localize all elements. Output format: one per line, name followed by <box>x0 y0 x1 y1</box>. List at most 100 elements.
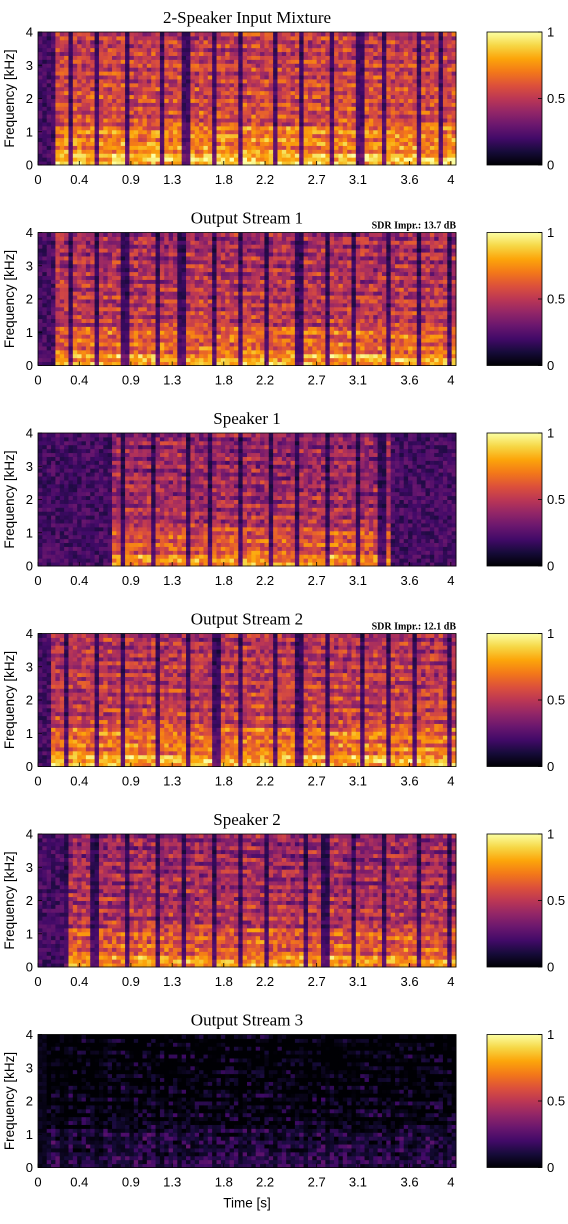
heatmap-cell <box>172 275 178 280</box>
heatmap-cell <box>90 153 96 158</box>
heatmap-cell <box>303 133 309 139</box>
heatmap-cell <box>277 55 283 60</box>
heatmap-cell <box>81 98 87 103</box>
heatmap-cell <box>242 59 248 64</box>
heatmap-cell <box>207 314 213 320</box>
heatmap-cell <box>168 357 174 363</box>
heatmap-cell <box>64 291 69 296</box>
heatmap-cell <box>273 94 278 99</box>
heatmap-cell <box>194 302 200 308</box>
heatmap-cell <box>338 106 344 111</box>
heatmap-cell <box>338 149 344 154</box>
heatmap-cell <box>125 110 130 115</box>
heatmap-cell <box>307 94 313 99</box>
heatmap-cell <box>168 267 174 273</box>
heatmap-cell <box>199 43 204 49</box>
heatmap-cell <box>325 145 331 150</box>
heatmap-cell <box>242 326 248 331</box>
heatmap-cell <box>177 283 183 288</box>
heatmap-cell <box>351 102 357 107</box>
heatmap-cell <box>220 314 226 320</box>
heatmap-cell <box>360 86 366 92</box>
heatmap-cell <box>159 252 165 257</box>
heatmap-cell <box>46 287 52 292</box>
heatmap-cell <box>55 318 61 323</box>
heatmap-cell <box>386 110 392 115</box>
heatmap-cell <box>164 55 170 60</box>
heatmap-cell <box>168 141 174 146</box>
heatmap-cell <box>220 59 226 64</box>
heatmap-cell <box>186 334 191 339</box>
heatmap-cell <box>103 232 109 237</box>
heatmap-cell <box>307 78 313 84</box>
heatmap-cell <box>55 349 61 355</box>
heatmap-cell <box>68 47 74 53</box>
heatmap-cell <box>238 125 244 131</box>
heatmap-cell <box>408 106 413 111</box>
heatmap-cell <box>351 39 357 45</box>
heatmap-cell <box>421 78 427 84</box>
heatmap-cell <box>442 47 448 53</box>
heatmap-cell <box>325 153 331 158</box>
heatmap-cell <box>377 161 383 166</box>
heatmap-cell <box>120 75 126 80</box>
heatmap-cell <box>146 330 152 335</box>
heatmap-cell <box>203 244 209 249</box>
heatmap-cell <box>299 118 305 123</box>
heatmap-cell <box>51 244 56 249</box>
heatmap-cell <box>72 121 78 127</box>
heatmap-cell <box>207 133 213 139</box>
heatmap-cell <box>225 353 231 359</box>
heatmap-cell <box>77 55 83 60</box>
heatmap-cell <box>177 82 183 88</box>
heatmap-cell <box>68 361 74 366</box>
heatmap-cell <box>373 157 379 162</box>
heatmap-cell <box>98 271 104 277</box>
heatmap-cell <box>229 157 235 162</box>
heatmap-cell <box>142 295 148 300</box>
heatmap-cell <box>286 90 292 96</box>
heatmap-cell <box>360 157 366 162</box>
heatmap-cell <box>55 283 61 288</box>
heatmap-cell <box>172 291 178 296</box>
heatmap-cell <box>216 129 222 135</box>
heatmap-cell <box>421 110 427 115</box>
heatmap-cell <box>42 133 48 139</box>
heatmap-cell <box>281 141 287 146</box>
heatmap-cell <box>90 47 96 53</box>
heatmap-cell <box>238 102 244 107</box>
heatmap-cell <box>98 55 104 60</box>
heatmap-cell <box>98 71 104 76</box>
heatmap-cell <box>159 287 165 292</box>
heatmap-cell <box>277 118 283 123</box>
heatmap-cell <box>207 161 213 166</box>
heatmap-cell <box>342 67 348 72</box>
chart-title: 2-Speaker Input Mixture <box>163 8 331 27</box>
heatmap-cell <box>403 94 409 99</box>
heatmap-cell <box>125 98 130 103</box>
heatmap-cell <box>203 118 209 123</box>
heatmap-cell <box>90 302 96 308</box>
heatmap-cell <box>264 114 270 119</box>
heatmap-cell <box>112 232 117 237</box>
heatmap-cell <box>233 55 239 60</box>
heatmap-cell <box>233 345 239 351</box>
heatmap-cell <box>447 141 453 146</box>
heatmap-cell <box>68 252 74 257</box>
heatmap-cell <box>190 353 196 359</box>
heatmap-cell <box>390 145 396 150</box>
heatmap-cell <box>451 78 457 84</box>
heatmap-cell <box>146 149 152 154</box>
heatmap-cell <box>386 133 392 139</box>
heatmap-cell <box>207 67 213 72</box>
heatmap-cell <box>321 39 326 45</box>
heatmap-cell <box>138 322 143 327</box>
heatmap-cell <box>399 75 405 80</box>
heatmap-cell <box>281 157 287 162</box>
heatmap-cell <box>421 67 427 72</box>
heatmap-cell <box>172 267 178 273</box>
heatmap-cell <box>338 114 344 119</box>
heatmap-cell <box>42 43 48 49</box>
heatmap-cell <box>242 271 248 277</box>
heatmap-cell <box>395 75 400 80</box>
